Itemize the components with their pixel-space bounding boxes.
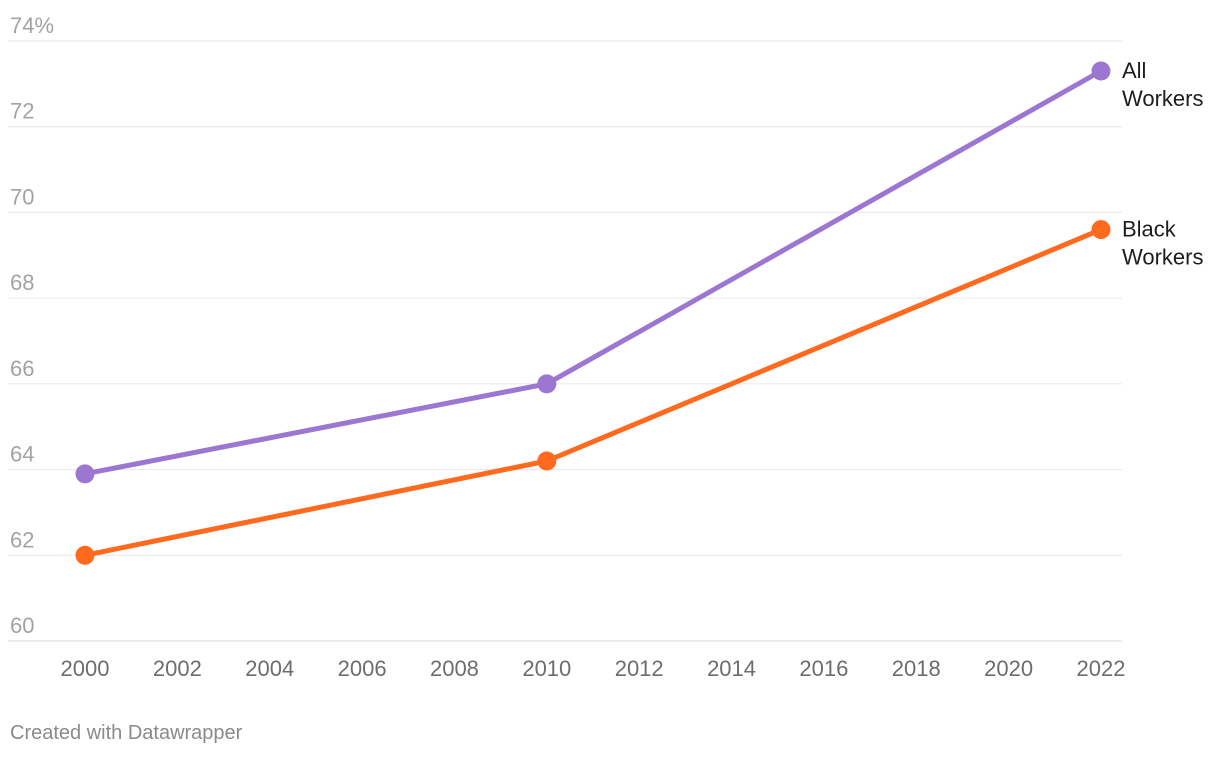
series-label-line: Workers: [1122, 245, 1204, 270]
x-tick-label: 2008: [430, 656, 479, 681]
series-label-line: Workers: [1122, 86, 1204, 111]
y-tick-label: 64: [10, 442, 34, 467]
series-lines: [82, 68, 1104, 558]
y-tick-label: 62: [10, 527, 34, 552]
series-line-all-workers: [82, 68, 1104, 477]
x-tick-label: 2012: [615, 656, 664, 681]
x-tick-label: 2022: [1077, 656, 1126, 681]
x-tick-label: 2020: [984, 656, 1033, 681]
data-point-black-workers: [537, 451, 557, 471]
y-tick-label: 70: [10, 184, 34, 209]
chart-credit: Created with Datawrapper: [10, 722, 243, 744]
data-point-all-workers: [537, 374, 557, 394]
series-points: [75, 61, 1111, 565]
x-tick-label: 2004: [245, 656, 294, 681]
series-label-line: Black: [1122, 217, 1177, 242]
data-point-all-workers: [75, 464, 95, 484]
x-axis-ticks: 2000 2002 2004 2006 2008 2010 2012 2014 2016 2018…: [61, 656, 1126, 681]
series-label-black-workers: Black Workers: [1122, 217, 1204, 270]
series-labels: All Workers Black Workers: [1122, 58, 1204, 270]
data-point-black-workers: [1091, 220, 1111, 240]
grid-lines: [8, 40, 1122, 642]
x-tick-label: 2002: [153, 656, 202, 681]
data-point-all-workers: [1091, 61, 1111, 81]
y-tick-label: 68: [10, 270, 34, 295]
y-axis-ticks: 74% 72 70 68 66 64 62 60: [10, 13, 54, 638]
x-tick-label: 2018: [892, 656, 941, 681]
y-tick-label: 60: [10, 613, 34, 638]
y-tick-label: 66: [10, 356, 34, 381]
x-tick-label: 2000: [61, 656, 110, 681]
series-label-line: All: [1122, 58, 1146, 83]
x-tick-label: 2014: [707, 656, 756, 681]
y-tick-label: 74%: [10, 13, 54, 38]
series-label-all-workers: All Workers: [1122, 58, 1204, 111]
x-tick-label: 2006: [338, 656, 387, 681]
series-line-black-workers: [82, 227, 1104, 558]
x-tick-label: 2010: [522, 656, 571, 681]
y-tick-label: 72: [10, 99, 34, 124]
data-point-black-workers: [75, 545, 95, 565]
x-tick-label: 2016: [799, 656, 848, 681]
